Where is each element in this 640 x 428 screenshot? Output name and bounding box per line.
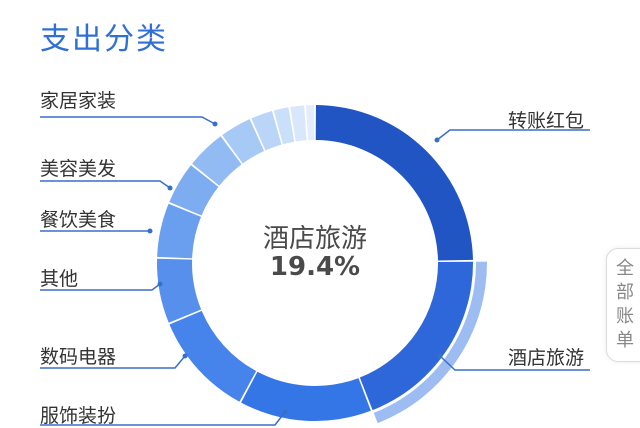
label-beauty: 美容美发: [40, 158, 117, 180]
label-hotel-travel: 酒店旅游: [508, 347, 585, 369]
slice-家居家装[interactable]: [192, 136, 242, 186]
leader-dot: [147, 228, 153, 234]
slice-转账红包[interactable]: [315, 105, 473, 261]
slice-服饰装扮[interactable]: [241, 371, 371, 421]
slice-酒店旅游[interactable]: [359, 261, 473, 411]
slice-其他[interactable]: [156, 258, 202, 323]
leader-dot: [157, 281, 163, 287]
leader-dot: [182, 353, 188, 359]
center-category-percent: 19.4%: [269, 252, 361, 282]
label-home-decor: 家居家装: [40, 90, 117, 112]
leader-dot: [434, 137, 440, 143]
slice-美容美发[interactable]: [169, 165, 219, 216]
label-transfer: 转账红包: [508, 110, 585, 132]
slice-minor-10[interactable]: [273, 107, 295, 145]
slice-数码电器[interactable]: [169, 310, 257, 402]
leader-dot: [437, 353, 443, 359]
slice-minor-9[interactable]: [251, 110, 282, 151]
label-dining: 餐饮美食: [40, 209, 117, 231]
leader-line: [40, 411, 286, 426]
leader-line: [436, 129, 590, 141]
slice-minor-8[interactable]: [222, 119, 265, 164]
page-title: 支出分类: [40, 22, 168, 57]
slice-餐饮美食[interactable]: [157, 203, 201, 259]
all-bills-tab[interactable]: 全部账单: [606, 248, 640, 362]
leader-dot: [212, 121, 218, 127]
slice-minor-11[interactable]: [290, 105, 307, 142]
all-bills-label: 全部账单: [616, 258, 634, 351]
label-other: 其他: [40, 268, 79, 290]
leader-line: [439, 355, 590, 371]
leader-line: [40, 355, 186, 369]
leader-line: [40, 116, 216, 125]
leader-line: [40, 180, 171, 189]
center-category-name: 酒店旅游: [262, 224, 367, 254]
leader-line: [40, 283, 161, 291]
leader-dot: [167, 185, 173, 191]
label-clothing: 服饰装扮: [40, 405, 117, 427]
leader-dot: [282, 409, 288, 415]
label-electronics: 数码电器: [40, 346, 117, 368]
highlight-ring: [373, 261, 487, 424]
slice-minor-12[interactable]: [306, 105, 315, 141]
